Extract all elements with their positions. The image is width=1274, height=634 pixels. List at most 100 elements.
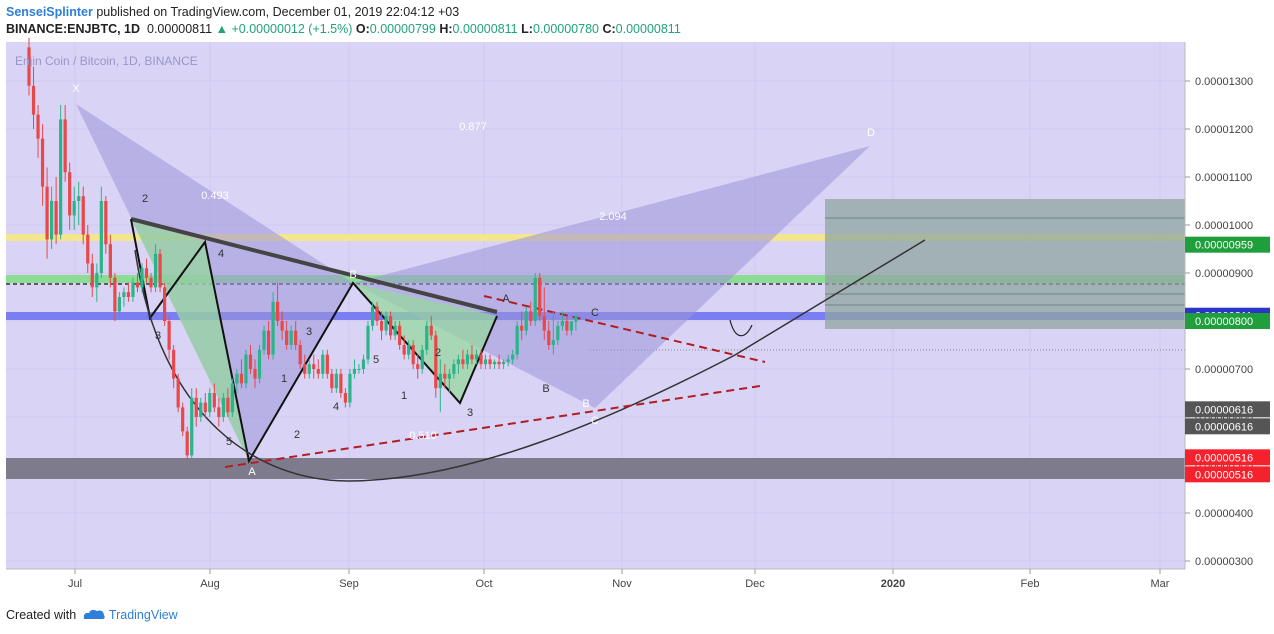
candle-body xyxy=(434,335,438,389)
pattern-label: 0.493 xyxy=(201,190,229,202)
green-wave-triangle-2 xyxy=(353,283,497,403)
price-badge-label: 0.00000616 xyxy=(1195,421,1253,433)
open-label: O: xyxy=(355,22,370,36)
candle-body xyxy=(474,354,479,360)
candle-body xyxy=(276,301,280,321)
price-contour xyxy=(729,319,753,337)
pattern-label: 2 xyxy=(142,193,148,205)
candle-body xyxy=(384,316,388,331)
price-axis[interactable] xyxy=(1185,42,1270,569)
candle-body xyxy=(502,361,506,365)
candle-body xyxy=(452,364,456,374)
candle-body xyxy=(181,407,185,432)
candle-body xyxy=(393,325,397,336)
price-badge xyxy=(1185,449,1270,466)
pattern-label: 2 xyxy=(435,347,441,359)
candle-body xyxy=(465,354,470,365)
time-axis[interactable] xyxy=(6,569,1270,597)
candle-body xyxy=(54,201,58,235)
candle-body xyxy=(447,373,451,379)
candle-body xyxy=(208,393,212,413)
pattern-label: 4 xyxy=(333,401,339,413)
candle-body xyxy=(316,369,320,374)
price-badge xyxy=(1185,313,1270,329)
price-badge xyxy=(1185,236,1270,253)
candle-body xyxy=(375,306,379,321)
candle-body xyxy=(560,321,564,326)
change-value: +0.00000012 (+1.5%) xyxy=(231,22,353,36)
candle-body xyxy=(190,397,194,456)
candle-body xyxy=(438,373,442,389)
candle-body xyxy=(443,373,447,379)
candle-body xyxy=(330,373,334,389)
footer: Created with TradingView xyxy=(6,608,178,622)
low-label: L: xyxy=(521,22,533,36)
y-tick-label: 0.00000700 xyxy=(1195,364,1253,376)
candle-body xyxy=(194,397,198,417)
candle-body xyxy=(470,354,474,360)
created-with-text: Created with xyxy=(6,608,77,622)
candles xyxy=(27,37,578,461)
candle-body xyxy=(27,47,31,86)
candle-body xyxy=(86,234,90,264)
candle-body xyxy=(90,263,94,288)
candle-body xyxy=(529,311,533,321)
candle-body xyxy=(45,186,49,240)
candle-body xyxy=(31,85,36,115)
harmonic-xab-triangle xyxy=(76,104,353,461)
candle-body xyxy=(153,253,158,288)
candle-body xyxy=(99,201,103,273)
candle-body xyxy=(303,364,307,374)
x-tick-label: Sep xyxy=(339,578,359,590)
author-link[interactable]: SenseiSplinter xyxy=(6,5,93,19)
candle-body xyxy=(72,201,76,216)
candle-body xyxy=(307,364,311,374)
price-badge-label: 0.00000959 xyxy=(1195,240,1253,252)
candle-body xyxy=(334,373,338,389)
candle-body xyxy=(253,369,257,379)
tradingview-logo-icon xyxy=(83,609,105,619)
candle-body xyxy=(163,287,167,321)
candle-body xyxy=(298,345,302,365)
candle-body xyxy=(172,349,176,379)
chart-watermark: Enjin Coin / Bitcoin, 1D, BINANCE xyxy=(15,54,198,68)
y-tick-label: 0.00000300 xyxy=(1195,556,1253,568)
x-tick-label: Oct xyxy=(475,578,492,590)
candle-body xyxy=(366,325,370,360)
pattern-label: 5 xyxy=(373,354,379,366)
x-tick-label: Dec xyxy=(745,578,765,590)
candle-body xyxy=(547,330,551,345)
candle-body xyxy=(542,316,546,331)
candle-body xyxy=(226,397,230,413)
x-tick-label: Jul xyxy=(68,578,82,590)
candle-body xyxy=(569,321,573,331)
x-tick-label: Aug xyxy=(200,578,220,590)
high-value: 0.00000811 xyxy=(452,22,518,36)
symbol-label: BINANCE:ENJBTC, 1D xyxy=(6,22,141,36)
high-label: H: xyxy=(439,22,453,36)
candle-body xyxy=(257,349,262,379)
candle-body xyxy=(199,402,203,417)
low-value: 0.00000780 xyxy=(532,22,599,36)
pattern-label: 2.094 xyxy=(599,211,627,223)
close-label: C: xyxy=(602,22,616,36)
pattern-label: 2 xyxy=(294,429,300,441)
candle-body xyxy=(357,369,361,370)
candle-body xyxy=(402,345,406,355)
candle-body xyxy=(407,345,411,355)
ohlc-line: BINANCE:ENJBTC, 1D 0.00000811 ▲ +0.00000… xyxy=(6,22,681,36)
tradingview-link[interactable]: TradingView xyxy=(108,608,178,622)
candle-body xyxy=(289,330,293,345)
candle-body xyxy=(429,325,433,336)
candle-body xyxy=(483,359,488,365)
y-tick-label: 0.00000900 xyxy=(1195,268,1253,280)
candle-body xyxy=(361,359,366,369)
y-tick-label: 0.00001200 xyxy=(1195,124,1253,136)
candle-body xyxy=(285,330,289,345)
candle-body xyxy=(113,277,117,312)
candle-body xyxy=(117,297,121,312)
candle-body xyxy=(40,138,45,187)
candle-body xyxy=(244,354,248,384)
candle-body xyxy=(538,277,542,317)
